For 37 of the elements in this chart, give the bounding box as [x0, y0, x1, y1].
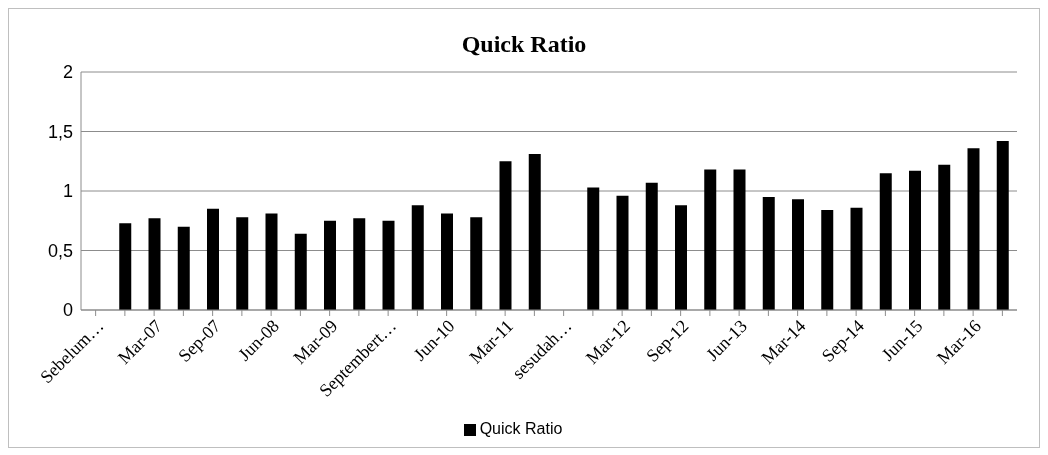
bar — [411, 205, 424, 310]
y-tick-label: 1 — [62, 181, 73, 202]
bar — [294, 233, 307, 310]
bar — [148, 218, 161, 310]
bar — [909, 170, 921, 310]
bar — [879, 173, 892, 310]
y-tick-label: 1,5 — [47, 121, 73, 142]
bar — [967, 148, 980, 310]
y-tick-label: 2 — [62, 62, 73, 83]
bar — [119, 223, 132, 310]
bar — [236, 217, 249, 310]
y-tick-label: 0 — [62, 300, 73, 321]
bar — [850, 207, 863, 310]
bar — [645, 182, 658, 310]
legend-label: Quick Ratio — [479, 420, 563, 437]
bar — [528, 154, 541, 310]
bar — [733, 169, 746, 310]
bar — [353, 218, 366, 310]
bar — [587, 187, 600, 310]
bar — [762, 196, 775, 310]
chart-title: Quick Ratio — [460, 31, 588, 58]
bar — [382, 220, 395, 310]
bar — [996, 141, 1009, 310]
bar — [938, 164, 951, 310]
bar — [499, 161, 512, 310]
bar — [470, 217, 483, 310]
bar — [207, 208, 219, 310]
bar — [821, 210, 834, 310]
bar — [675, 205, 687, 310]
bar — [792, 199, 804, 310]
bar — [441, 213, 453, 310]
bar — [616, 195, 629, 310]
bar — [177, 226, 190, 310]
bar — [704, 169, 717, 310]
bar — [265, 213, 278, 310]
bar — [324, 220, 336, 310]
y-tick-label: 0,5 — [47, 240, 73, 261]
